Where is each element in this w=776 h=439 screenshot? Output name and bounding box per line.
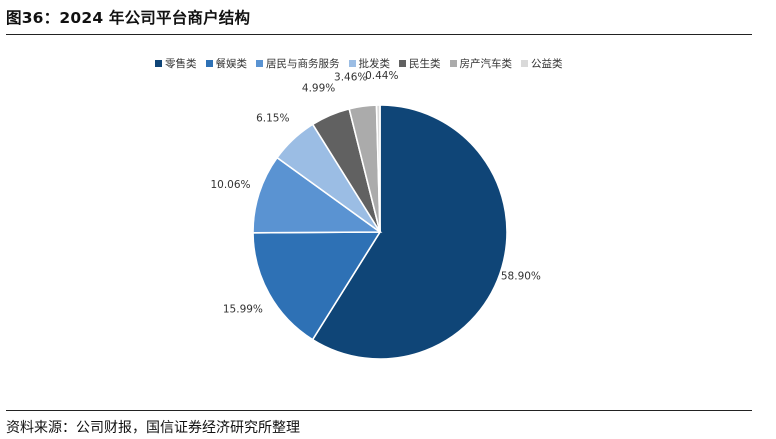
legend-swatch [155, 60, 162, 67]
legend-label: 居民与商务服务 [266, 58, 340, 70]
legend-label: 餐娱类 [215, 58, 248, 70]
slice-data-label: 4.99% [302, 83, 335, 95]
chart-legend: 零售类 餐娱类 居民与商务服务 批发类 民生类 房产汽车类 公益类 [155, 56, 563, 71]
legend-swatch [256, 60, 263, 67]
pie-slice [252, 156, 383, 234]
slice-data-label: 58.90% [501, 270, 541, 282]
legend-item-dining: 餐娱类 [205, 56, 248, 71]
legend-swatch [449, 60, 457, 67]
pie-slice [375, 104, 381, 233]
legend-label: 房产汽车类 [459, 58, 513, 70]
source-rule [6, 410, 752, 411]
legend-item-livelihood: 民生类 [399, 56, 441, 71]
legend-item-property-auto: 房产汽车类 [449, 56, 513, 71]
legend-label: 民生类 [409, 58, 441, 70]
slice-data-label: 3.46% [334, 72, 367, 84]
legend-label: 零售类 [165, 58, 197, 70]
figure-title: 图36：2024 年公司平台商户结构 [6, 9, 251, 27]
legend-item-services: 居民与商务服务 [256, 56, 340, 71]
legend-swatch [205, 60, 213, 67]
legend-item-charity: 公益类 [521, 56, 563, 71]
slice-data-label: 15.99% [223, 304, 263, 316]
pie-slice [311, 104, 508, 360]
legend-item-retail: 零售类 [155, 56, 197, 71]
slice-data-label: 10.06% [210, 179, 250, 191]
slice-data-label: 0.44% [365, 70, 398, 82]
source-note: 资料来源：公司财报，国信证券经济研究所整理 [6, 420, 300, 436]
pie-slice [252, 231, 382, 341]
legend-label: 公益类 [531, 58, 563, 70]
legend-label: 批发类 [358, 58, 391, 70]
slice-data-label: 6.15% [256, 112, 289, 124]
legend-swatch [521, 60, 528, 67]
legend-swatch [399, 60, 406, 67]
title-rule [6, 34, 752, 35]
legend-item-wholesale: 批发类 [348, 56, 391, 71]
legend-swatch [348, 60, 356, 67]
